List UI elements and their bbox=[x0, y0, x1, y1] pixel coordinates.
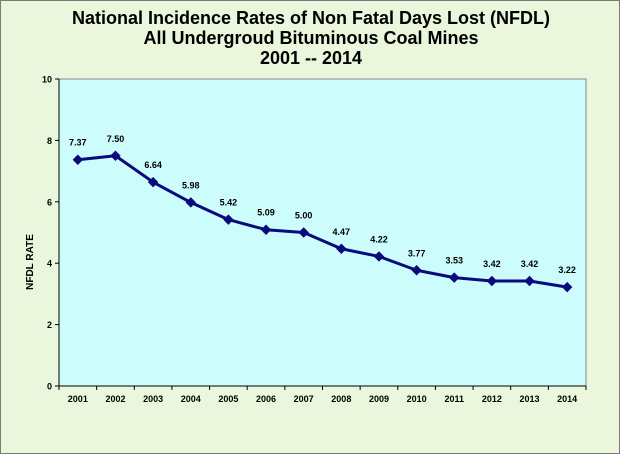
data-point-marker bbox=[147, 176, 159, 188]
data-label: 5.98 bbox=[182, 180, 200, 190]
data-point-marker bbox=[373, 251, 385, 262]
x-tick-label: 2005 bbox=[218, 394, 238, 404]
chart-title-line-1: National Incidence Rates of Non Fatal Da… bbox=[71, 8, 551, 28]
data-point-marker bbox=[185, 197, 196, 208]
x-tick-label: 2011 bbox=[444, 394, 464, 404]
x-tick-label: 2001 bbox=[68, 394, 88, 404]
x-tick-label: 2004 bbox=[181, 394, 201, 404]
chart-title-line-3: 2001 -- 2014 bbox=[259, 48, 363, 68]
data-point-marker bbox=[223, 214, 234, 225]
data-label: 5.00 bbox=[295, 211, 313, 221]
data-label: 3.42 bbox=[483, 259, 501, 269]
y-axis-label: NFDL RATE bbox=[25, 234, 36, 290]
y-tick-label: 2 bbox=[47, 320, 52, 330]
data-point-marker bbox=[411, 265, 422, 276]
data-point-marker bbox=[110, 150, 121, 161]
y-tick-label: 4 bbox=[47, 259, 52, 269]
series-nfdl-rate: 7.37 7.50 6.64 5.98 5.42 5.09 5.00 4.47 4.22 3.77… bbox=[69, 134, 576, 293]
data-label: 7.50 bbox=[107, 134, 125, 144]
x-tick-label: 2006 bbox=[256, 394, 276, 404]
x-tick-label: 2008 bbox=[331, 394, 351, 404]
data-label: 4.22 bbox=[370, 234, 388, 244]
y-tick-label: 6 bbox=[47, 197, 52, 207]
x-tick-label: 2014 bbox=[557, 394, 577, 404]
data-label: 4.47 bbox=[333, 227, 351, 237]
data-point-marker bbox=[449, 272, 460, 283]
y-tick-label: 8 bbox=[47, 136, 52, 146]
data-point-marker bbox=[486, 275, 498, 287]
y-axis: 0 2 4 6 8 10 bbox=[42, 75, 60, 392]
data-point-marker bbox=[260, 224, 272, 235]
data-point-marker bbox=[72, 154, 84, 165]
series-line bbox=[77, 154, 568, 289]
x-tick-label: 2009 bbox=[369, 394, 389, 404]
data-label: 3.77 bbox=[408, 248, 426, 258]
data-label: 5.42 bbox=[220, 198, 238, 208]
x-tick-label: 2010 bbox=[407, 394, 427, 404]
data-label: 3.53 bbox=[445, 256, 463, 266]
x-tick-label: 2012 bbox=[482, 394, 502, 404]
x-tick-label: 2013 bbox=[520, 394, 540, 404]
x-tick-label: 2002 bbox=[105, 394, 125, 404]
data-point-marker bbox=[561, 281, 573, 293]
x-tick-label: 2003 bbox=[143, 394, 163, 404]
plot-area bbox=[58, 78, 587, 387]
x-axis: 2001 2002 2003 2004 2005 2006 2007 2008 2009 2010… bbox=[58, 385, 587, 404]
data-point-marker bbox=[298, 227, 309, 238]
data-point-marker bbox=[336, 243, 347, 254]
y-tick-label: 10 bbox=[42, 75, 52, 85]
data-point-marker bbox=[524, 275, 535, 287]
chart-title-line-2: All Undergroud Bituminous Coal Mines bbox=[143, 28, 479, 48]
x-tick-label: 2007 bbox=[294, 394, 314, 404]
data-label: 5.09 bbox=[257, 208, 275, 218]
data-label: 7.37 bbox=[69, 138, 87, 148]
y-tick-label: 0 bbox=[47, 382, 52, 392]
data-label: 3.42 bbox=[521, 259, 539, 269]
data-label: 6.64 bbox=[144, 160, 162, 170]
data-label: 3.22 bbox=[558, 265, 576, 275]
